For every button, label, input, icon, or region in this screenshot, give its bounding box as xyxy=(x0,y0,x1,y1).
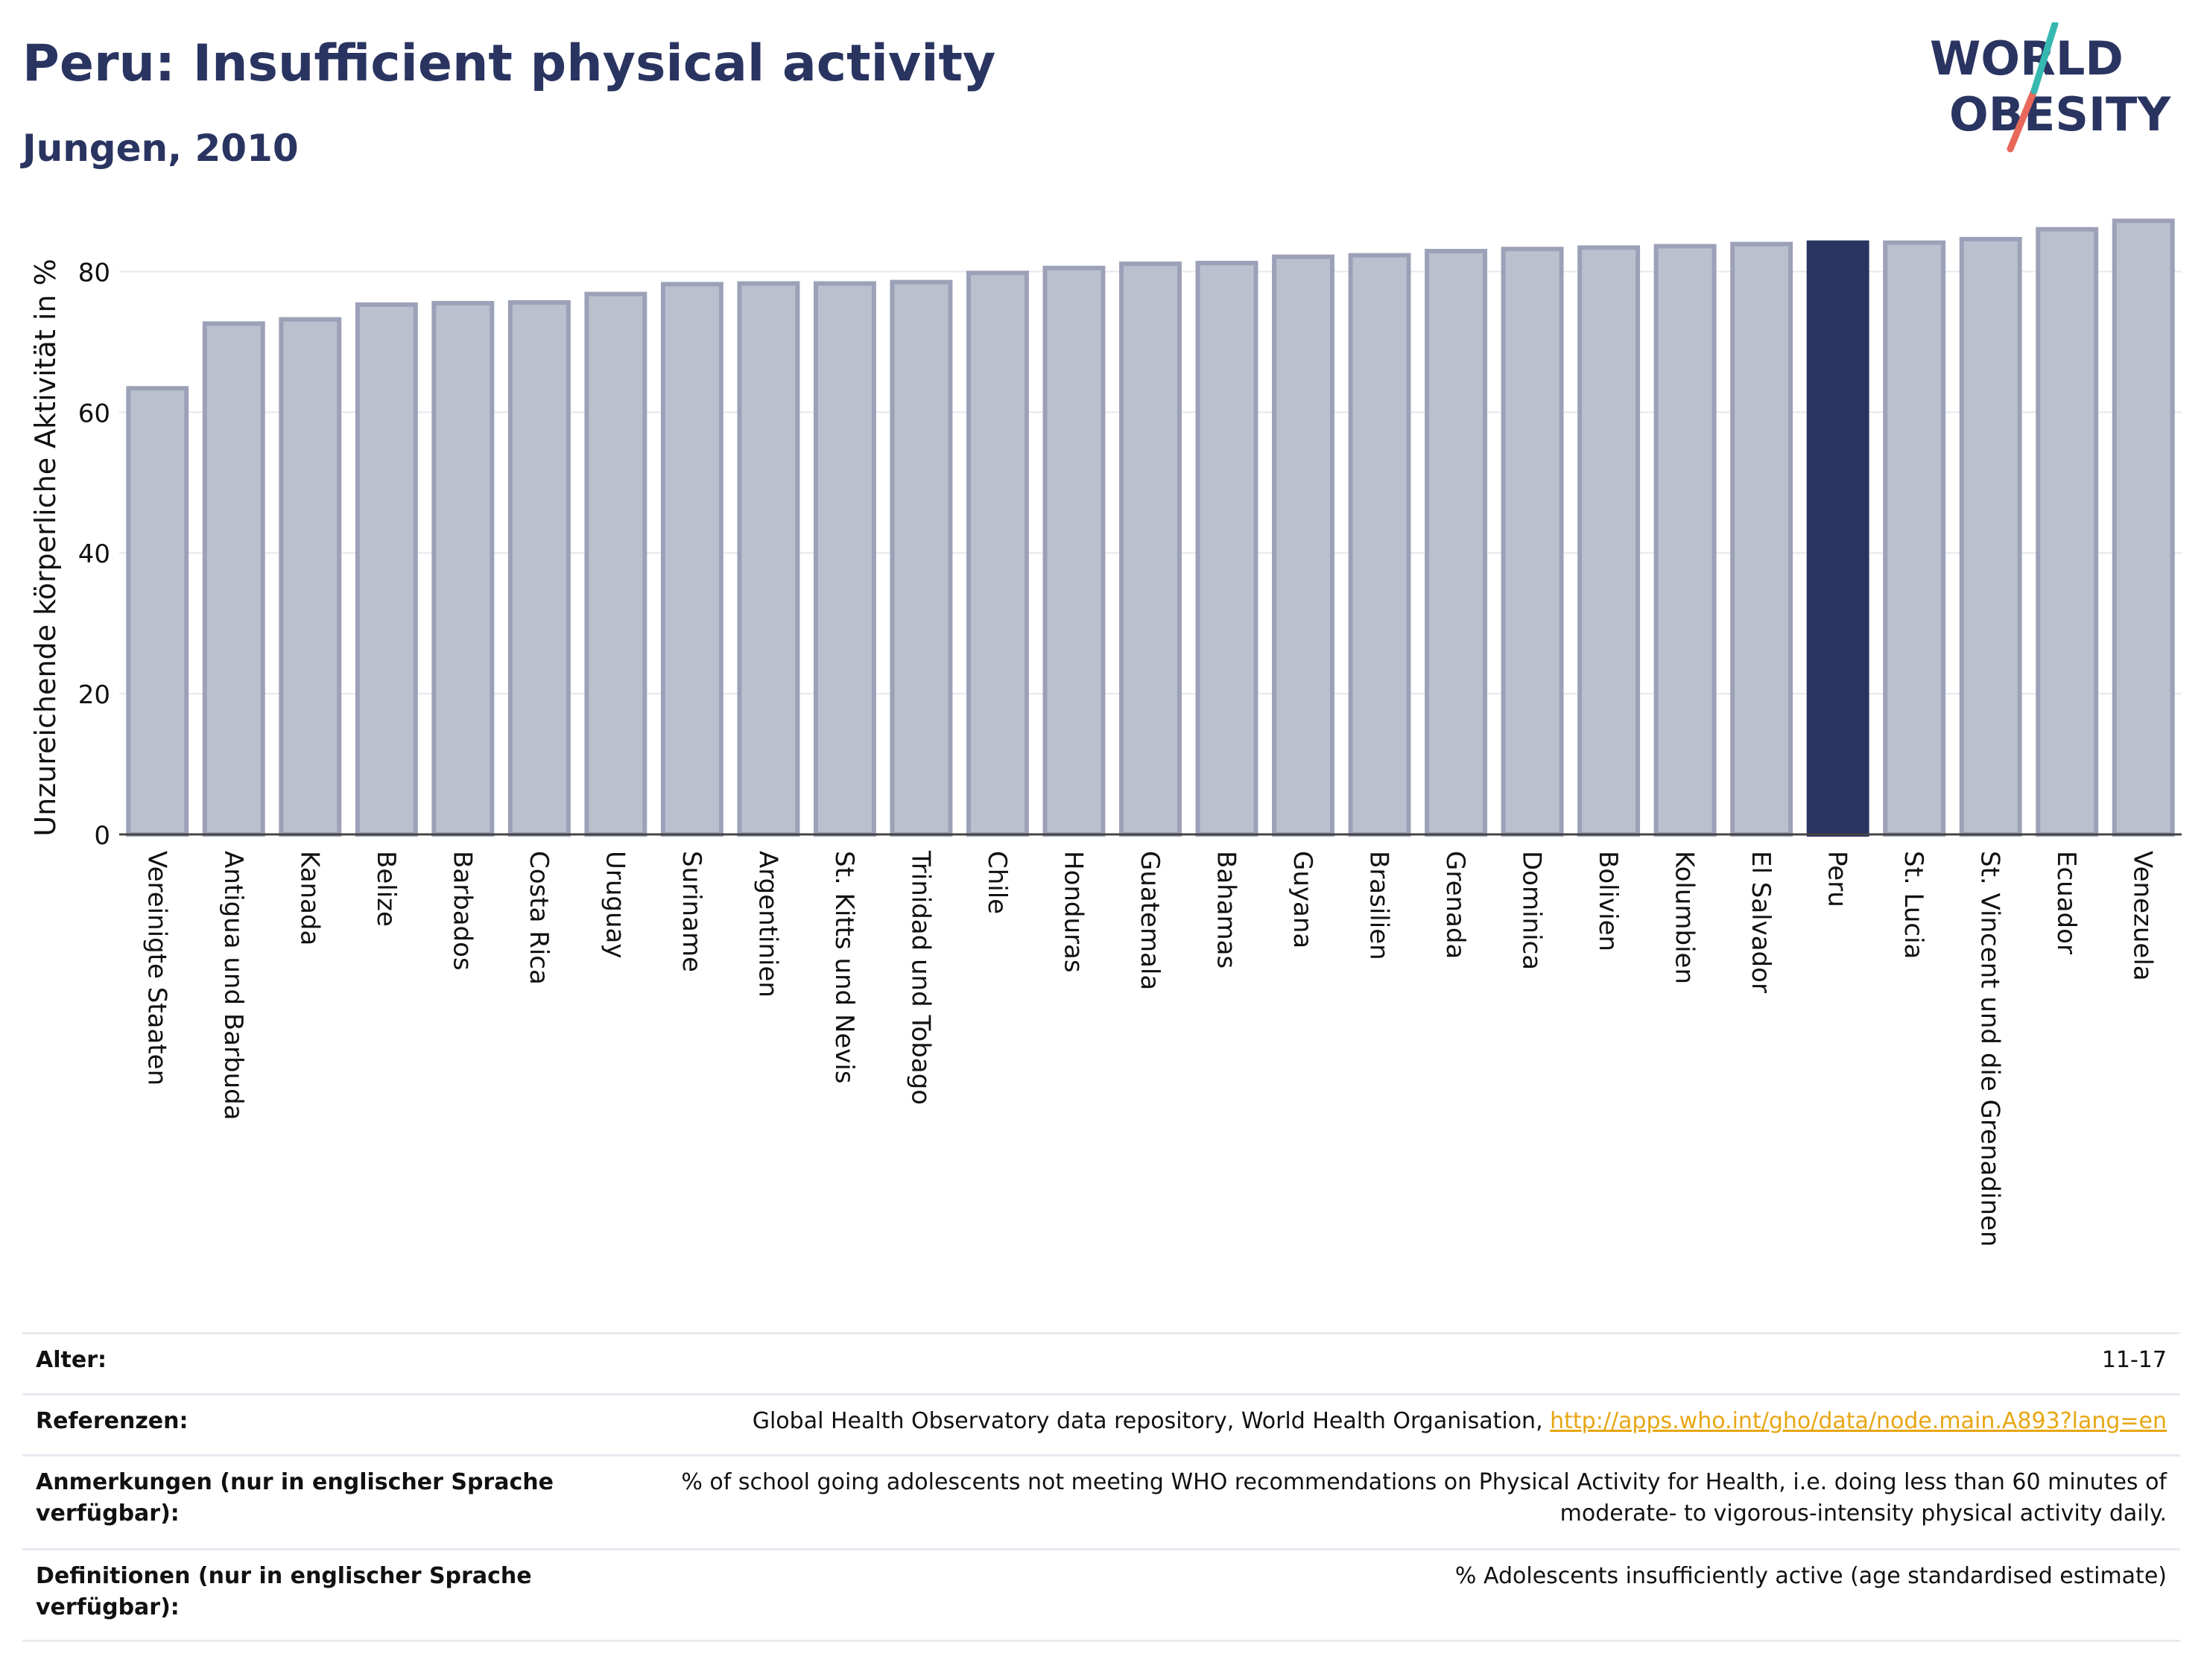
y-tick-label: 80 xyxy=(78,258,110,288)
info-value: % of school going adolescents not meetin… xyxy=(681,1469,2167,1527)
bar xyxy=(1425,249,1488,837)
bar xyxy=(1042,265,1106,837)
info-label: Alter: xyxy=(36,1347,107,1373)
y-tick-label: 20 xyxy=(78,680,110,710)
x-tick-label: Chile xyxy=(982,851,1012,914)
x-tick-label: Dominica xyxy=(1517,851,1547,970)
x-tick-label: Grenada xyxy=(1440,851,1470,959)
x-tick-label: Costa Rica xyxy=(524,851,554,985)
bar xyxy=(660,282,723,837)
x-tick-label: Belize xyxy=(371,851,401,927)
x-tick-label: Bolivien xyxy=(1593,851,1623,951)
x-tick-label: Honduras xyxy=(1058,851,1088,973)
x-tick-label: Bahamas xyxy=(1212,851,1241,969)
bar xyxy=(1883,240,1946,837)
bar xyxy=(2112,218,2175,837)
reference-link[interactable]: http://apps.who.int/gho/data/node.main.A… xyxy=(1550,1408,2167,1434)
logo-slash-teal xyxy=(2030,22,2059,95)
bar xyxy=(355,302,418,837)
x-tick-label: Barbados xyxy=(447,851,477,971)
bar xyxy=(1119,261,1182,837)
bar xyxy=(1501,247,1564,837)
x-tick-label: Peru xyxy=(1823,851,1852,907)
info-row: Referenzen: Global Health Observatory dat… xyxy=(22,1393,2180,1454)
info-value: Global Health Observatory data repositor… xyxy=(752,1408,2167,1434)
x-tick-label: St. Lucia xyxy=(1899,851,1928,959)
bar xyxy=(1806,240,1869,837)
bar xyxy=(2036,226,2099,837)
info-row: Definitionen (nur in englischer Sprache … xyxy=(22,1548,2180,1642)
y-tick-label: 40 xyxy=(78,539,110,569)
bars xyxy=(126,218,2175,837)
y-tick-labels: 0 20 40 60 80 xyxy=(78,258,110,851)
y-tick-label: 60 xyxy=(78,399,110,428)
info-label: Definitionen (nur in englischer Sprache … xyxy=(36,1563,532,1620)
y-tick-label: 0 xyxy=(94,821,110,851)
x-tick-label: Argentinien xyxy=(753,851,782,998)
bar xyxy=(126,386,189,837)
x-tick-label: Vereinigte Staaten xyxy=(142,851,171,1085)
world-obesity-logo: WORLD OBESITY xyxy=(1930,22,2171,153)
logo-line1: WORLD xyxy=(1930,31,2124,86)
logo-slash-red xyxy=(2007,87,2038,153)
chart-subtitle: Jungen, 2010 xyxy=(22,127,299,170)
x-tick-label: Suriname xyxy=(677,851,706,972)
bar xyxy=(584,291,647,837)
info-value: 11-17 xyxy=(2101,1347,2167,1373)
x-tick-label: Ecuador xyxy=(2051,851,2081,954)
x-tick-label: St. Kitts und Nevis xyxy=(829,851,859,1084)
info-label: Referenzen: xyxy=(36,1408,189,1434)
bar xyxy=(890,279,953,837)
bar xyxy=(1959,237,2022,837)
info-table: Alter: 11-17 Referenzen: Global Health Obse… xyxy=(22,1332,2180,1642)
bar xyxy=(1577,245,1641,837)
x-tick-label: Uruguay xyxy=(600,851,630,959)
x-tick-label: Venezuela xyxy=(2128,851,2158,981)
x-tick-label: Brasilien xyxy=(1364,851,1394,960)
bar xyxy=(1653,244,1717,837)
bar xyxy=(813,281,876,837)
info-row: Anmerkungen (nur in englischer Sprache v… xyxy=(22,1454,2180,1548)
bar-chart: 0 20 40 60 80 Vereinigte Staaten Antigua und … xyxy=(29,218,2182,1247)
x-tick-label: Trinidad und Tobago xyxy=(905,850,935,1105)
bar xyxy=(737,281,800,837)
logo-line2: OBESITY xyxy=(1949,87,2171,142)
bar xyxy=(202,321,265,837)
info-value: % Adolescents insufficiently active (age… xyxy=(1454,1563,2167,1589)
bar xyxy=(507,300,571,837)
bar xyxy=(1195,261,1258,837)
chart-title: Peru: Insufficient physical activity xyxy=(22,34,996,93)
bar xyxy=(1730,241,1793,837)
bar xyxy=(1348,253,1411,837)
x-tick-labels: Vereinigte Staaten Antigua und Barbuda Kan… xyxy=(142,850,2157,1247)
info-row: Alter: 11-17 xyxy=(22,1332,2180,1393)
info-label: Anmerkungen (nur in englischer Sprache v… xyxy=(36,1469,554,1527)
x-tick-label: Guyana xyxy=(1288,851,1317,948)
x-tick-label: Kanada xyxy=(294,851,324,945)
bar xyxy=(431,300,495,837)
bar xyxy=(966,270,1029,837)
x-tick-label: St. Vincent und die Grenadinen xyxy=(1975,851,2005,1247)
x-tick-label: Kolumbien xyxy=(1670,851,1700,984)
x-tick-label: Guatemala xyxy=(1135,851,1165,990)
bar xyxy=(1272,254,1334,837)
x-tick-label: El Salvador xyxy=(1746,851,1776,993)
x-tick-label: Antigua und Barbuda xyxy=(218,851,248,1120)
bar xyxy=(279,317,342,837)
y-axis-label: Unzureichende körperliche Aktivität in % xyxy=(29,259,62,836)
